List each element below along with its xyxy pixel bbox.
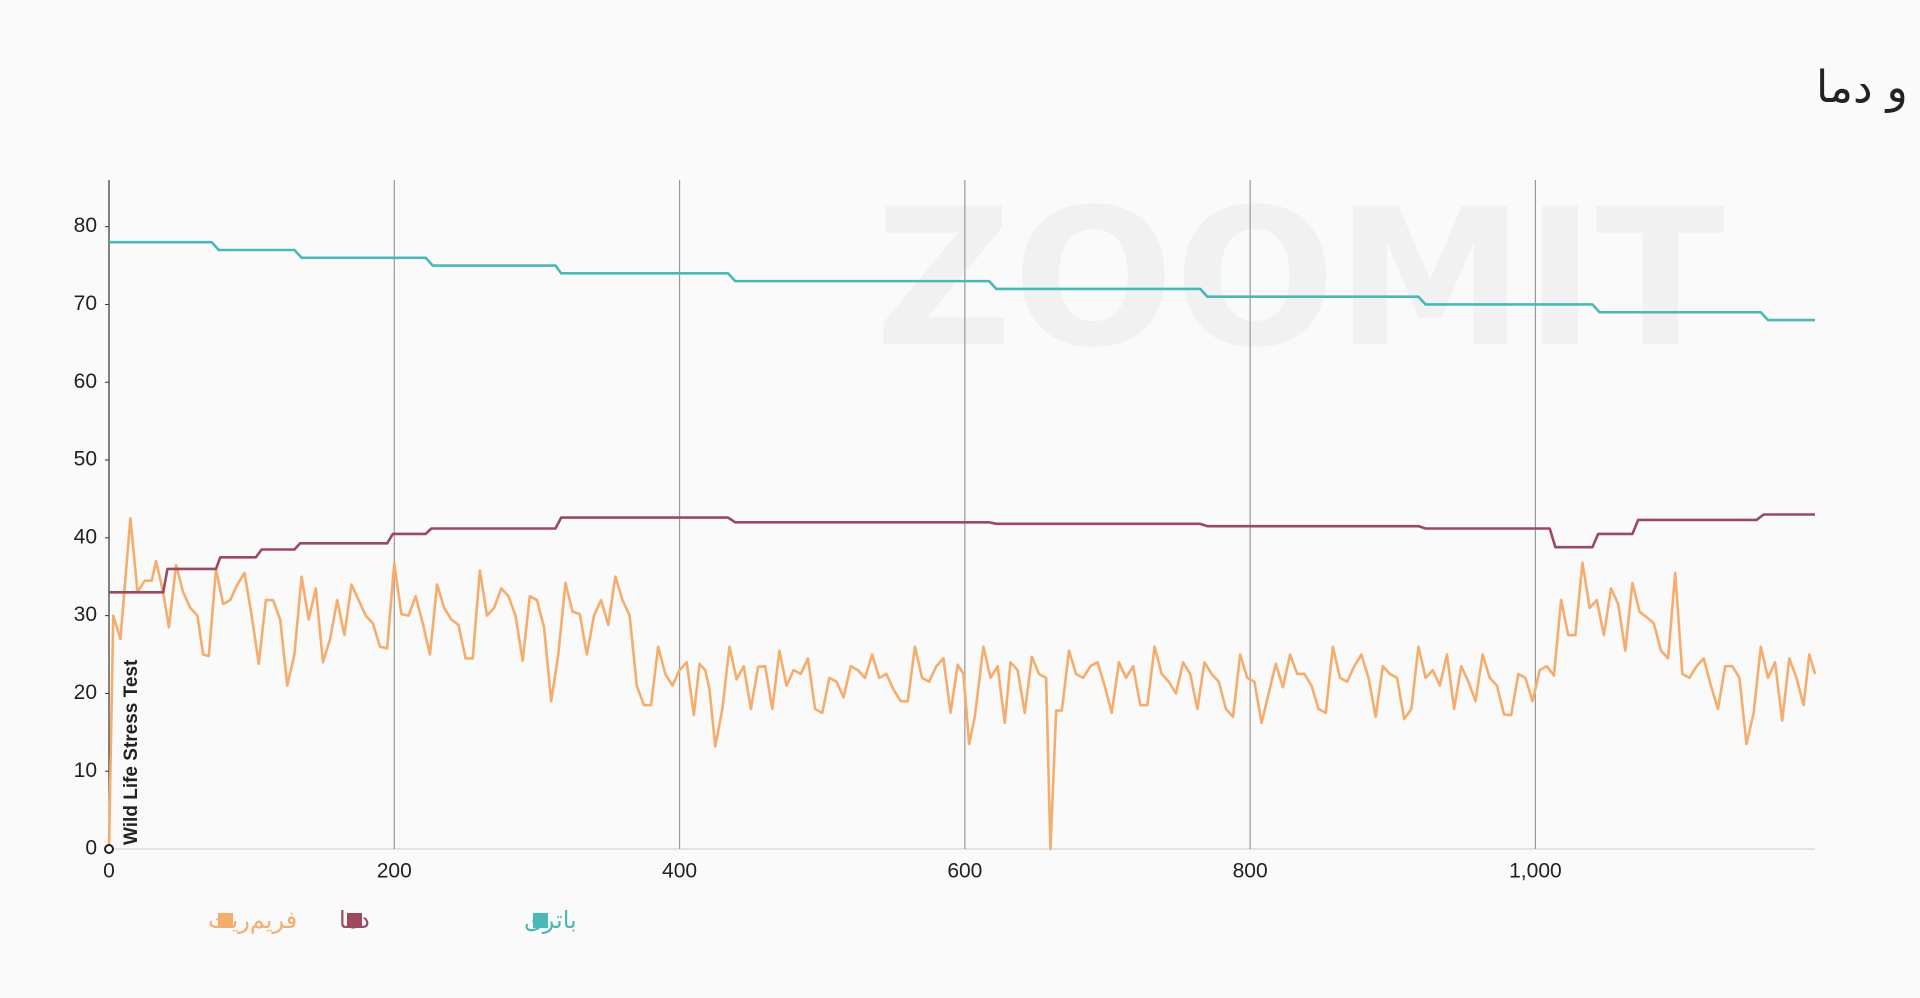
start-marker	[104, 844, 114, 854]
y-tick-label: 70	[74, 292, 97, 315]
y-tick-label: 30	[74, 603, 97, 626]
x-tick-label: 400	[662, 860, 697, 883]
legend-label: دما	[339, 906, 370, 934]
x-tick-label: 600	[947, 860, 982, 883]
y-tick-label: 0	[85, 837, 97, 860]
series-line	[109, 240, 1815, 322]
x-tick-label: 200	[377, 860, 412, 883]
watermark: ZOOMIT	[875, 168, 1725, 389]
x-tick-label: 800	[1233, 860, 1268, 883]
y-tick-label: 10	[74, 759, 97, 782]
y-tick-label: 50	[74, 448, 97, 471]
y-tick-label: 20	[74, 681, 97, 704]
legend-swatch	[347, 913, 362, 928]
y-tick-label: 80	[74, 214, 97, 237]
legend-swatch	[533, 913, 548, 928]
legend-label: باتری	[524, 906, 577, 934]
chart-title: نمودار تغییرات نرخ فریم و دما	[1816, 62, 1920, 113]
annotation: Wild Life Stress Test	[121, 659, 142, 845]
y-tick-label: 40	[74, 525, 97, 548]
x-tick-label: 0	[103, 860, 115, 883]
x-tick-label: 1,000	[1509, 860, 1562, 883]
series-line	[109, 513, 1815, 594]
series-line	[107, 517, 1817, 851]
legend-swatch	[218, 913, 233, 928]
legend-label: فریم‌ریت	[208, 906, 297, 934]
y-tick-label: 60	[74, 370, 97, 393]
